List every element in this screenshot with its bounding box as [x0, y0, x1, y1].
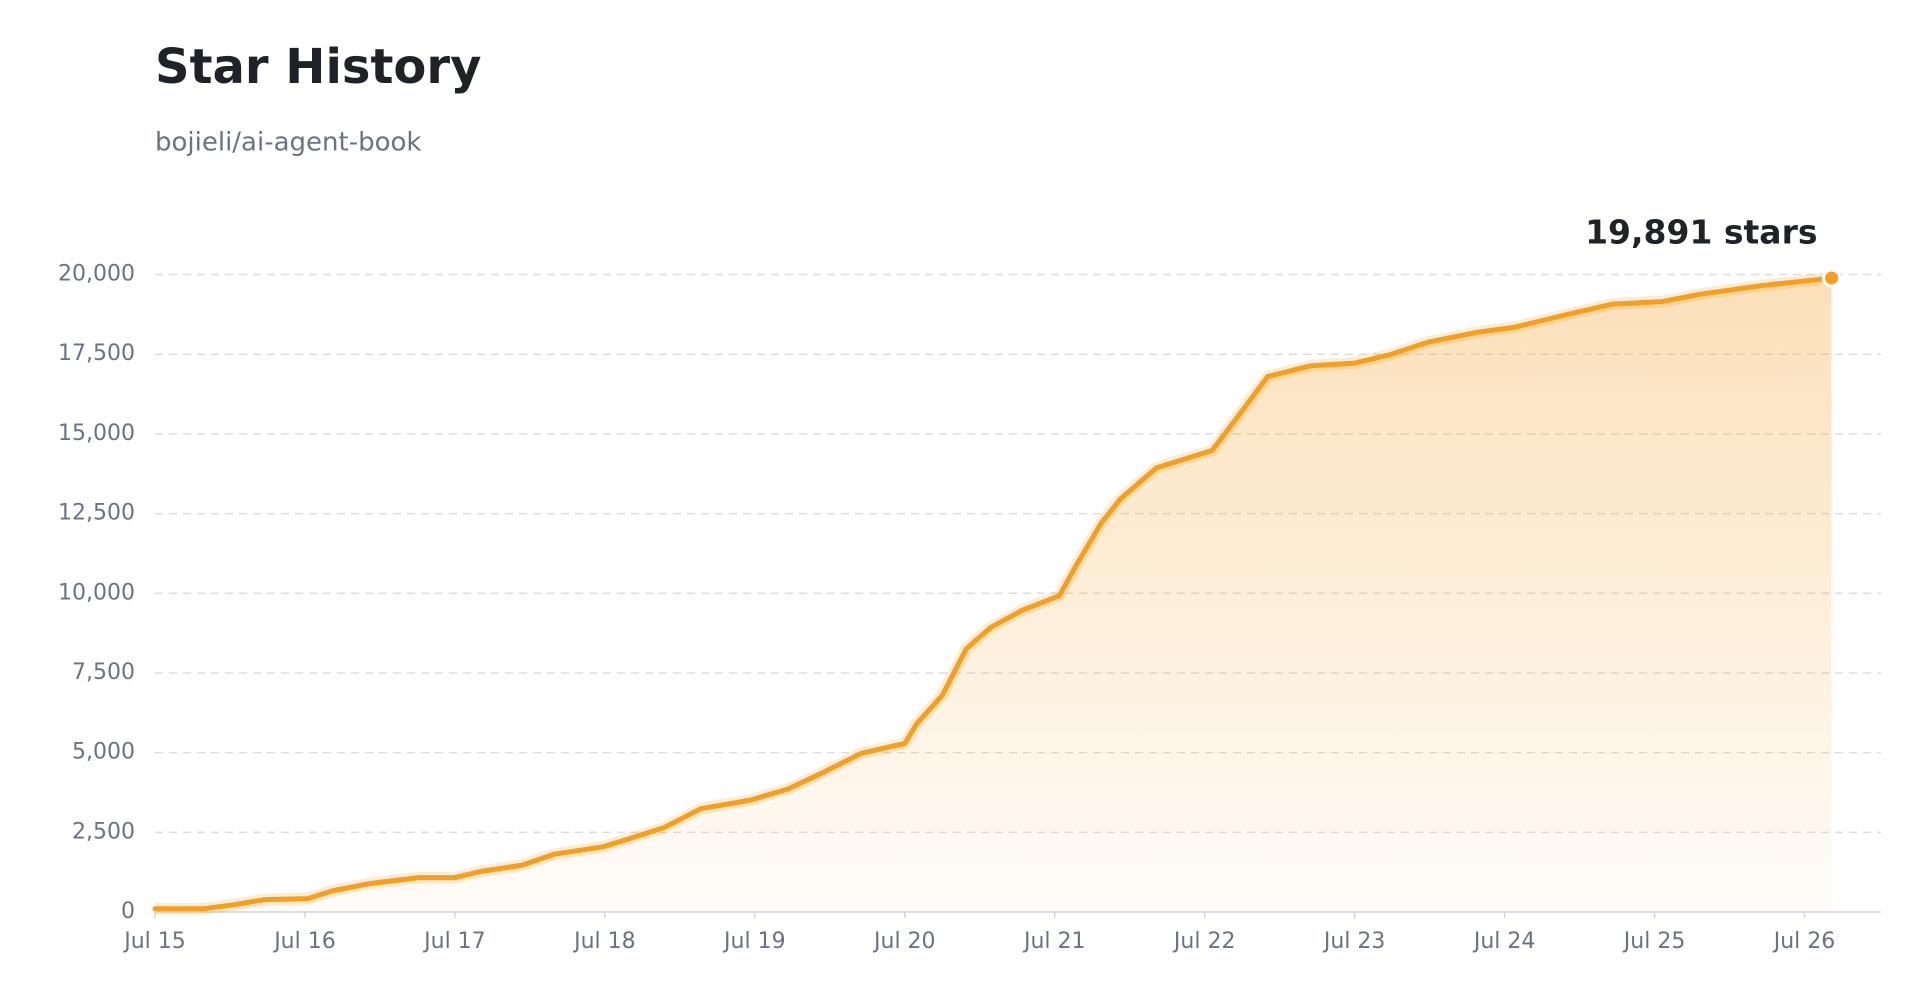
- y-tick-label: 0: [121, 899, 135, 924]
- chart-subtitle: bojieli/ai-agent-book: [155, 128, 421, 158]
- chart-title: Star History: [155, 39, 481, 95]
- y-tick-label: 15,000: [58, 421, 135, 446]
- x-tick-label: Jul 20: [872, 929, 936, 954]
- x-tick-label: Jul 15: [122, 929, 186, 954]
- x-tick-label: Jul 24: [1472, 929, 1536, 954]
- area: [155, 278, 1832, 912]
- y-tick-label: 10,000: [58, 580, 135, 605]
- y-tick-label: 5,000: [72, 740, 135, 765]
- x-tick-label: Jul 22: [1172, 929, 1236, 954]
- y-tick-label: 20,000: [58, 262, 135, 287]
- x-tick-label: Jul 21: [1022, 929, 1086, 954]
- x-tick-label: Jul 17: [422, 929, 486, 954]
- x-tick-label: Jul 23: [1322, 929, 1386, 954]
- x-tick-label: Jul 16: [272, 929, 336, 954]
- x-tick-label: Jul 26: [1772, 929, 1836, 954]
- y-tick-label: 12,500: [58, 501, 135, 526]
- x-tick-label: Jul 19: [722, 929, 786, 954]
- x-tick-label: Jul 25: [1622, 929, 1686, 954]
- end-point: [1822, 268, 1842, 288]
- y-tick-label: 2,500: [72, 819, 135, 844]
- y-tick-label: 17,500: [58, 341, 135, 366]
- line: [152, 275, 1834, 912]
- annotation: 19,891 stars: [1585, 212, 1817, 251]
- x-tick-label: Jul 18: [572, 929, 636, 954]
- y-tick-label: 7,500: [72, 660, 135, 685]
